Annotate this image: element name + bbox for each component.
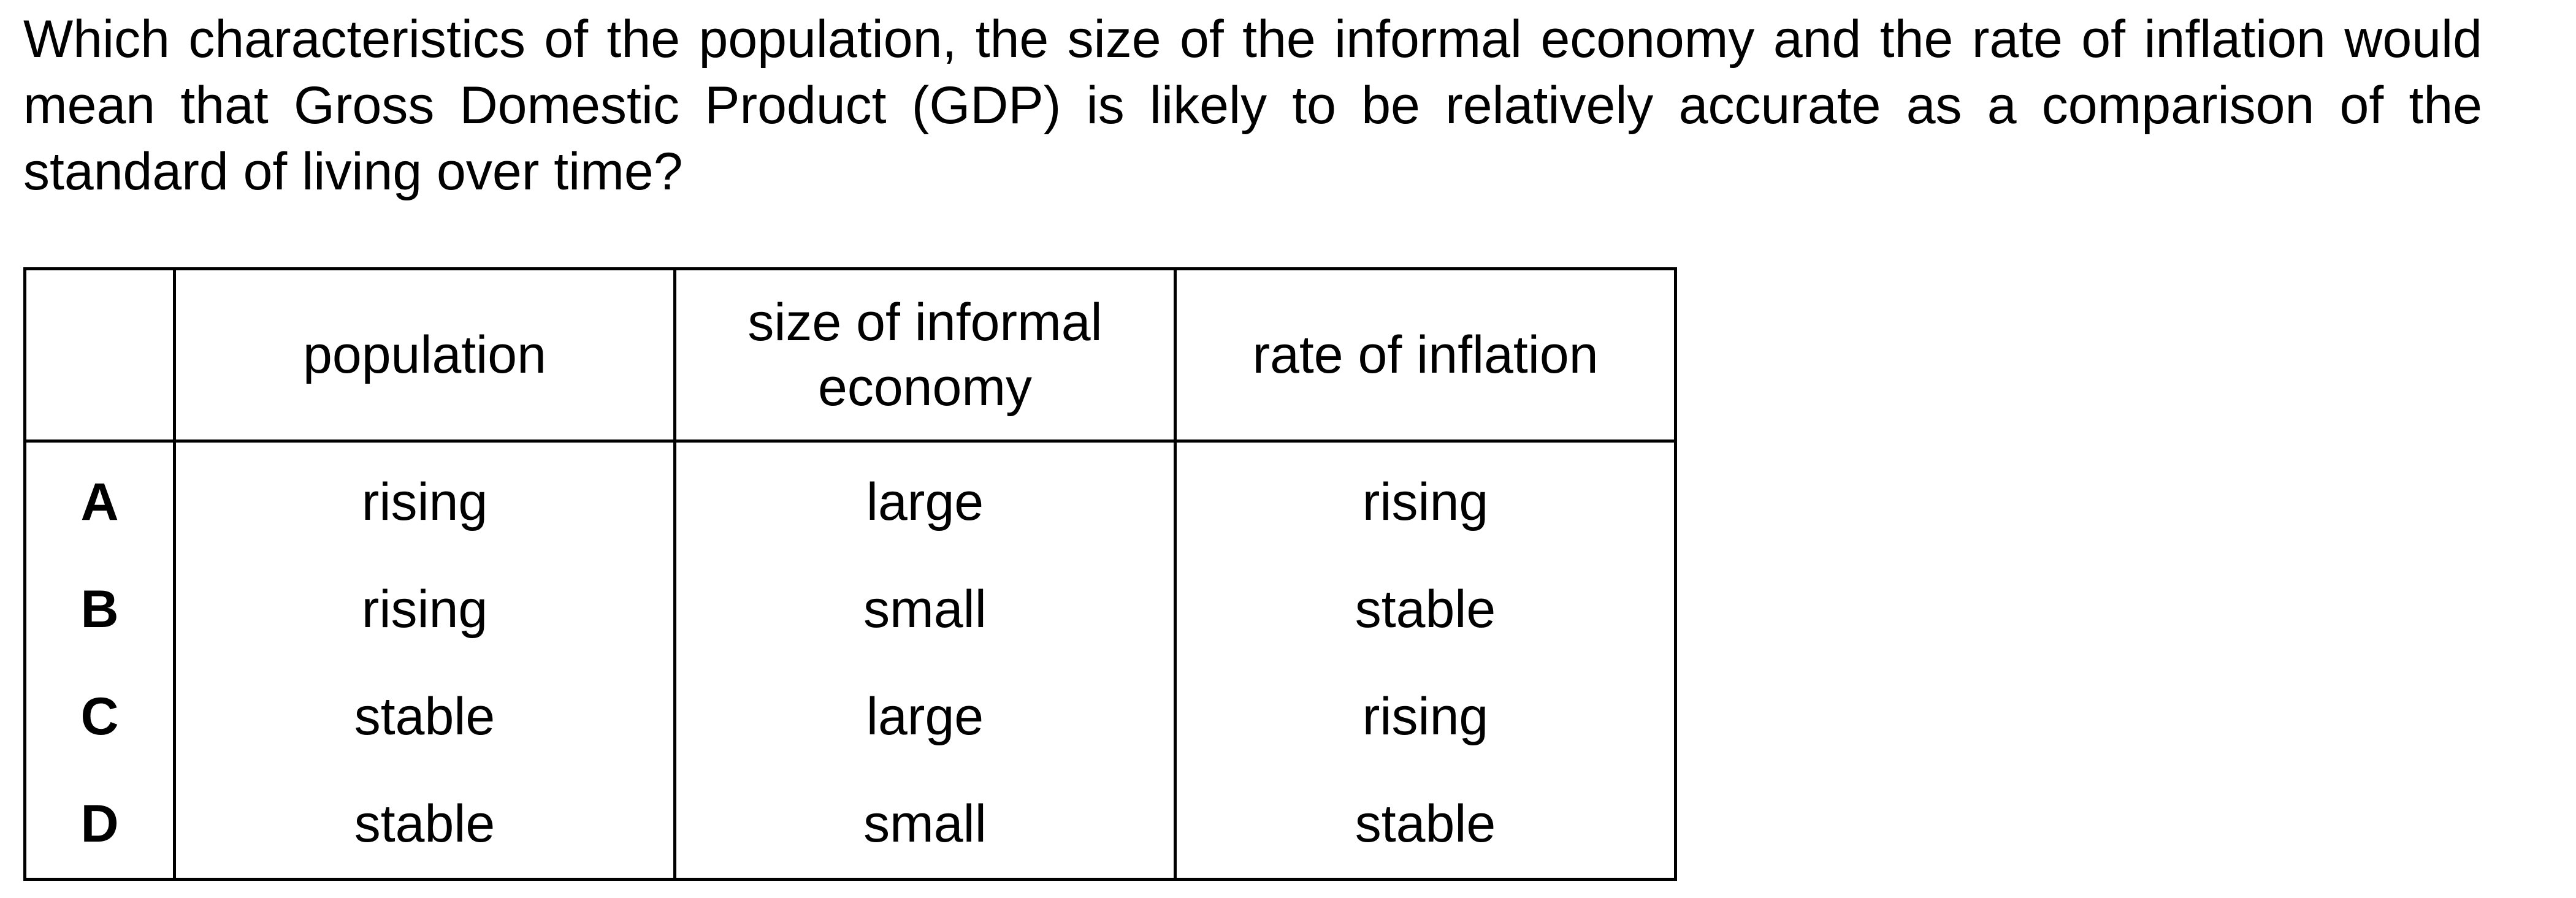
header-inflation: rate of inflation <box>1174 267 1677 443</box>
table-row: C stable large rising <box>23 663 1677 771</box>
informal-economy-cell: small <box>673 556 1177 663</box>
population-cell: rising <box>173 441 676 556</box>
inflation-cell: rising <box>1174 441 1677 556</box>
question-text: Which characteristics of the population,… <box>23 10 2482 201</box>
table-row: D stable small stable <box>23 771 1677 881</box>
table-header-row: population size of informal economy rate… <box>23 267 1677 443</box>
option-letter: D <box>23 771 176 881</box>
header-blank <box>23 267 176 443</box>
population-cell: stable <box>173 771 676 881</box>
informal-economy-cell: large <box>673 441 1177 556</box>
header-informal-economy: size of informal economy <box>673 267 1177 443</box>
option-letter: C <box>23 663 176 771</box>
table-row: B rising small stable <box>23 556 1677 663</box>
population-cell: stable <box>173 663 676 771</box>
table-row: A rising large rising <box>23 441 1677 556</box>
inflation-cell: rising <box>1174 663 1677 771</box>
inflation-cell: stable <box>1174 556 1677 663</box>
option-letter: B <box>23 556 176 663</box>
answer-options-table: population size of informal economy rate… <box>23 267 1677 881</box>
option-letter: A <box>23 441 176 556</box>
population-cell: rising <box>173 556 676 663</box>
informal-economy-cell: small <box>673 771 1177 881</box>
informal-economy-cell: large <box>673 663 1177 771</box>
header-population: population <box>173 267 676 443</box>
inflation-cell: stable <box>1174 771 1677 881</box>
